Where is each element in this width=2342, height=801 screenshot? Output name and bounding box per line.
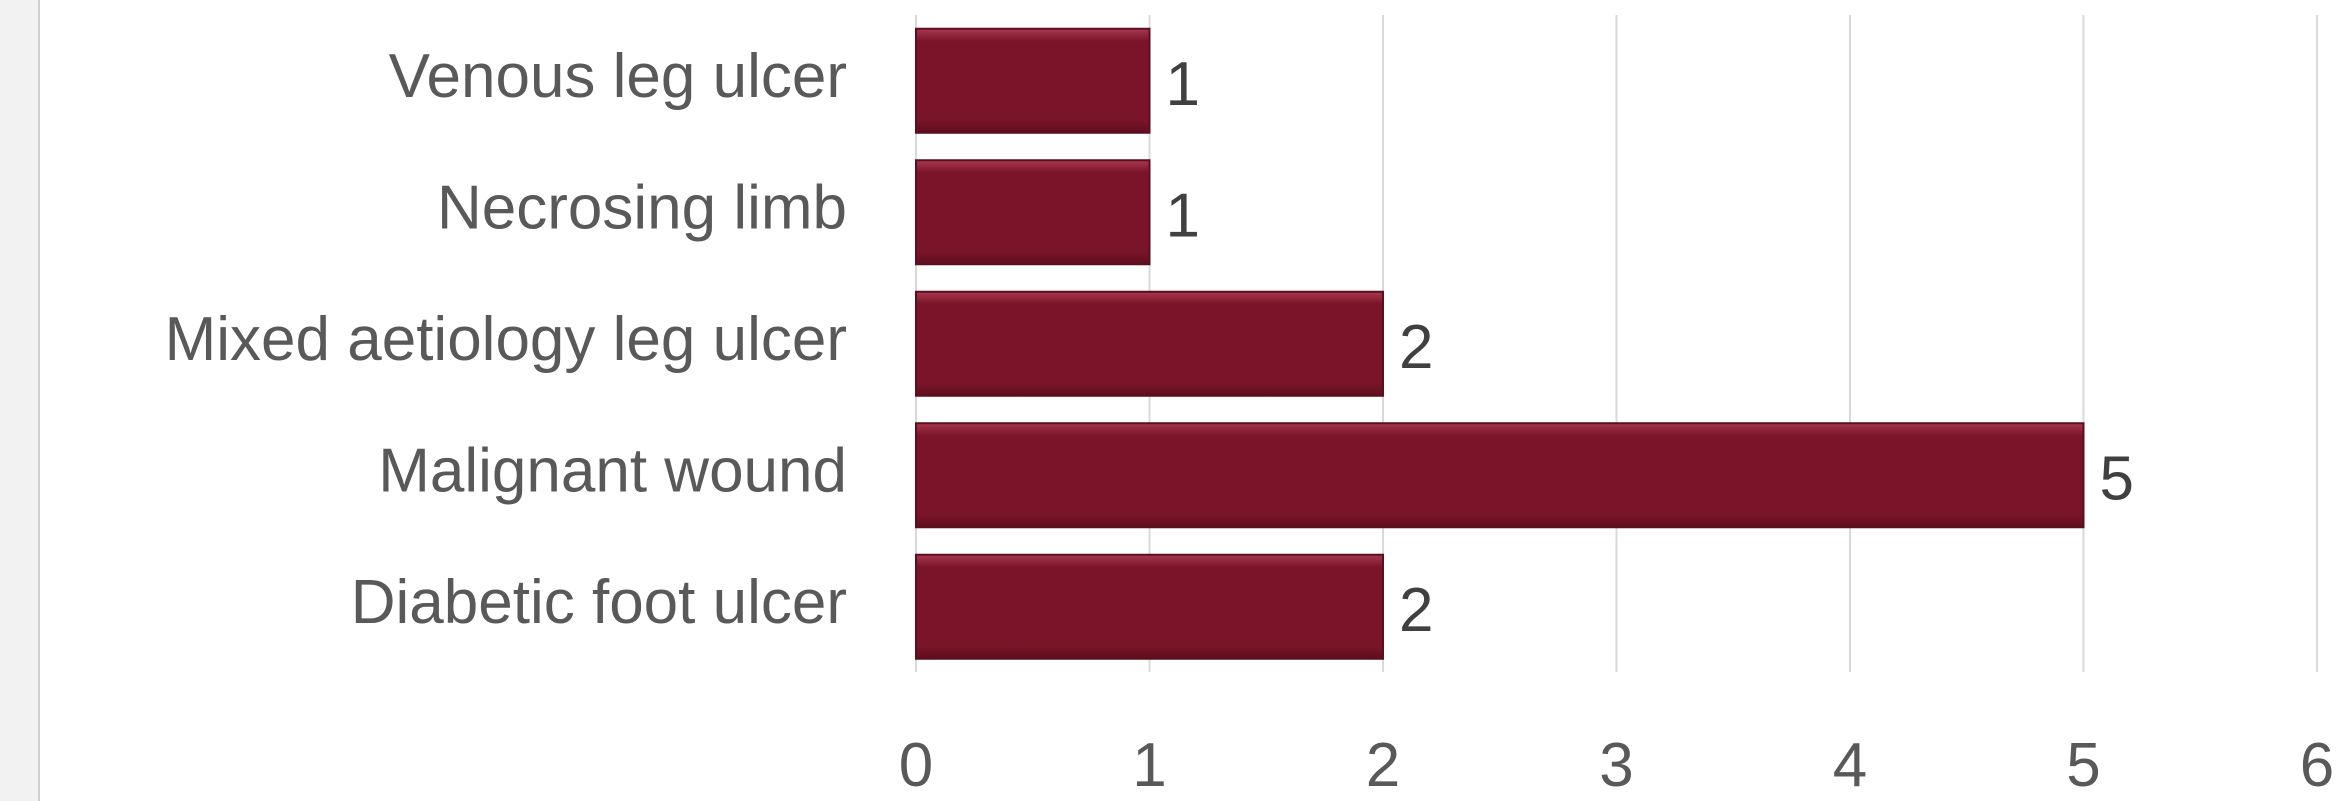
bar: [915, 422, 2085, 529]
x-tick-label: 0: [899, 731, 933, 800]
data-label: 1: [1166, 182, 1200, 251]
data-label: 5: [2100, 445, 2134, 514]
bars: [915, 27, 2085, 660]
data-labels: 1 1 2 5 2: [1166, 50, 2134, 645]
x-tick-label: 3: [1599, 731, 1633, 800]
x-axis-tick-labels: 0 1 2 3 4 5 6: [899, 731, 2334, 800]
x-tick-label: 5: [2066, 731, 2100, 800]
category-label: Venous leg ulcer: [389, 42, 847, 111]
data-label: 2: [1399, 313, 1433, 382]
panel-left-edge: [0, 0, 40, 801]
bar: [915, 159, 1151, 266]
bar: [915, 553, 1384, 660]
bar: [915, 27, 1151, 134]
x-tick-label: 2: [1366, 731, 1400, 800]
bar: [915, 290, 1384, 397]
category-label: Diabetic foot ulcer: [351, 568, 847, 637]
x-tick-label: 6: [2300, 731, 2334, 800]
data-label: 1: [1166, 50, 1200, 119]
category-label: Mixed aetiology leg ulcer: [165, 305, 847, 374]
x-tick-label: 1: [1132, 731, 1166, 800]
x-tick-label: 4: [1833, 731, 1867, 800]
category-label: Malignant wound: [378, 437, 847, 506]
category-label: Necrosing limb: [437, 174, 847, 243]
category-labels: Venous leg ulcer Necrosing limb Mixed aeti…: [165, 42, 847, 637]
data-label: 2: [1399, 576, 1433, 645]
